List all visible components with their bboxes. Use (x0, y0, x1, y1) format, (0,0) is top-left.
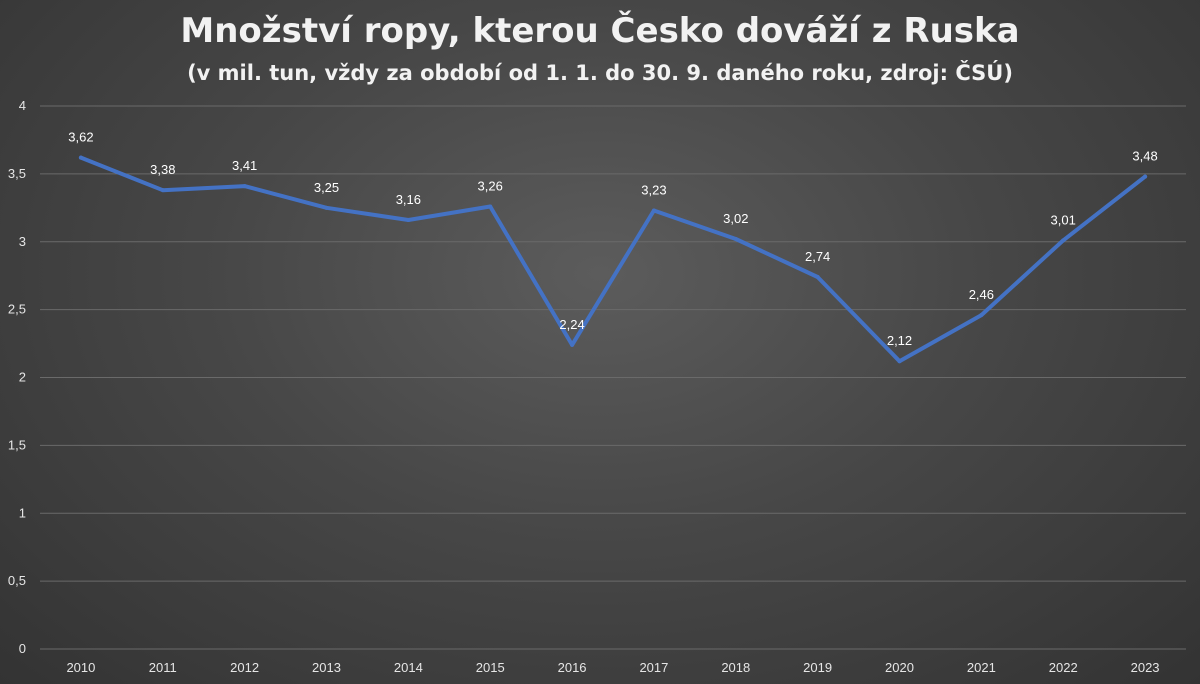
data-label: 3,26 (478, 178, 503, 193)
x-tick-label: 2018 (721, 660, 750, 675)
x-tick-label: 2010 (66, 660, 95, 675)
x-tick-label: 2012 (230, 660, 259, 675)
series-layer (78, 155, 1148, 364)
data-labels: 3,62 3,38 3,41 3,25 3,16 3,26 2,24 3,23 3,02 2,74… (68, 130, 1157, 349)
y-tick-label: 2,5 (8, 302, 26, 317)
x-tick-label: 2020 (885, 660, 914, 675)
series-line (78, 155, 1148, 364)
data-label: 2,24 (559, 317, 584, 332)
data-label: 3,16 (396, 192, 421, 207)
x-tick-label: 2023 (1131, 660, 1160, 675)
x-tick-label: 2022 (1049, 660, 1078, 675)
data-point (815, 275, 820, 280)
data-label: 3,48 (1132, 149, 1157, 164)
data-point (570, 342, 575, 347)
data-label: 2,46 (969, 287, 994, 302)
x-tick-label: 2016 (558, 660, 587, 675)
chart-title: Množství ropy, kterou Česko dováží z Rus… (180, 10, 1019, 51)
data-point (1061, 238, 1066, 243)
data-label: 3,41 (232, 158, 257, 173)
x-tick-label: 2013 (312, 660, 341, 675)
gridlines (40, 105, 1186, 650)
data-point (733, 237, 738, 242)
data-label: 2,12 (887, 333, 912, 348)
y-tick-label: 1 (19, 505, 26, 520)
y-tick-label: 0,5 (8, 573, 26, 588)
x-tick-label: 2021 (967, 660, 996, 675)
y-tick-label: 3,5 (8, 166, 26, 181)
y-tick-label: 4 (19, 98, 26, 113)
data-point (78, 155, 83, 160)
data-point (242, 184, 247, 189)
data-label: 3,01 (1051, 212, 1076, 227)
data-point (406, 218, 411, 223)
chart-subtitle: (v mil. tun, vždy za období od 1. 1. do … (187, 60, 1013, 85)
data-label: 3,62 (68, 130, 93, 145)
data-point (324, 205, 329, 210)
data-label: 3,02 (723, 211, 748, 226)
x-tick-label: 2019 (803, 660, 832, 675)
data-label: 3,38 (150, 162, 175, 177)
x-tick-label: 2017 (639, 660, 668, 675)
y-tick-label: 0 (19, 641, 26, 656)
x-tick-label: 2015 (476, 660, 505, 675)
data-point (979, 313, 984, 318)
y-tick-label: 1,5 (8, 437, 26, 452)
data-label: 2,74 (805, 249, 830, 264)
data-point (160, 188, 165, 193)
x-axis-ticks: 2010 2011 2012 2013 2014 2015 2016 2017 2018 2019… (66, 660, 1159, 675)
data-label: 3,23 (641, 183, 666, 198)
x-tick-label: 2011 (149, 660, 177, 675)
y-tick-label: 2 (19, 370, 26, 385)
data-point (897, 359, 902, 364)
data-label: 3,25 (314, 180, 339, 195)
x-tick-label: 2014 (394, 660, 423, 675)
data-point (488, 204, 493, 209)
data-point (651, 208, 656, 213)
y-tick-label: 3 (19, 234, 26, 249)
data-point (1143, 174, 1148, 179)
y-axis-ticks: 0 0,5 1 1,5 2 2,5 3 3,5 4 (8, 98, 26, 656)
